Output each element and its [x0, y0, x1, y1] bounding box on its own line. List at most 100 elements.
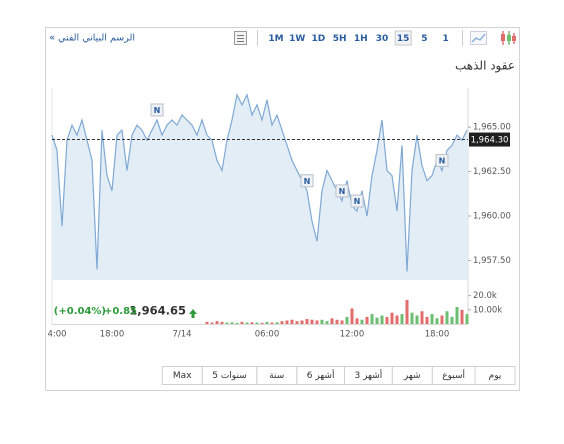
volume-bar	[365, 316, 369, 324]
chart-title: عقود الذهب	[455, 59, 515, 74]
volume-bar	[395, 315, 399, 324]
volume-bar	[295, 321, 299, 324]
volume-bar	[320, 319, 324, 324]
volume-bar	[245, 322, 249, 324]
volume-bar	[305, 319, 309, 324]
range-button-label[interactable]: سنة	[269, 371, 284, 381]
volume-bar	[300, 320, 304, 324]
news-marker-label: N	[154, 106, 161, 115]
news-marker-label: N	[439, 156, 446, 165]
range-button[interactable]: سنة	[256, 366, 298, 385]
volume-bar	[350, 308, 354, 324]
volume-bar	[315, 320, 319, 324]
x-tick-label: 7/14	[172, 330, 191, 340]
volume-bar	[335, 319, 339, 324]
volume-bar	[445, 311, 449, 324]
interval-button[interactable]: 1W	[289, 34, 305, 44]
volume-bar	[390, 312, 394, 324]
interval-button[interactable]: 5	[421, 34, 427, 44]
y-tick-label: 1,965.00	[473, 123, 511, 133]
quote-change: +0.85	[104, 306, 137, 317]
volume-bar	[210, 322, 214, 324]
volume-bar	[220, 321, 224, 324]
news-marker[interactable]	[300, 174, 314, 188]
news-marker-label: N	[304, 177, 311, 186]
quote-price: 1,964.65	[129, 304, 186, 318]
volume-bar	[235, 322, 239, 324]
volume-bar	[265, 321, 269, 324]
news-marker[interactable]	[435, 153, 449, 167]
range-button[interactable]: 3 أشهر	[343, 366, 393, 385]
range-button-label[interactable]: Max	[173, 371, 192, 381]
interval-button[interactable]: 5H	[333, 34, 347, 44]
volume-bar	[370, 314, 374, 324]
volume-bar	[430, 314, 434, 324]
interval-button[interactable]: 1D	[312, 34, 326, 44]
volume-bar	[355, 318, 359, 324]
up-arrow	[189, 309, 197, 318]
volume-bar	[440, 315, 444, 324]
volume-bar	[290, 319, 294, 324]
volume-bar	[205, 321, 209, 324]
x-tick-label: 18:00	[425, 330, 450, 340]
volume-bar	[325, 321, 329, 324]
interval-button[interactable]: 15	[397, 34, 410, 44]
technical-chart-link[interactable]: الرسم البياني الفني »	[49, 33, 135, 44]
price-area	[52, 94, 467, 280]
range-button-box	[161, 366, 203, 385]
range-button-label[interactable]: يوم	[489, 371, 502, 381]
volume-bar	[230, 322, 234, 324]
volume-bar	[385, 316, 389, 324]
news-marker[interactable]	[335, 184, 349, 198]
volume-bar	[285, 320, 289, 324]
selected-interval-box	[394, 30, 412, 46]
range-button-label[interactable]: 6 أشهر	[307, 369, 335, 381]
volume-bar	[280, 321, 284, 324]
range-button[interactable]: يوم	[474, 366, 516, 385]
volume-bar	[340, 320, 344, 324]
price-line	[51, 92, 468, 272]
news-marker[interactable]	[350, 194, 364, 208]
interval-button[interactable]: 1M	[268, 34, 283, 44]
quote-change-percent: (+0.04%)	[54, 306, 106, 317]
x-tick-label: 4:00	[47, 330, 66, 340]
volume-bar	[225, 322, 229, 324]
range-button[interactable]: شهر	[391, 366, 433, 385]
volume-bar	[460, 309, 464, 324]
interval-button[interactable]: 30	[376, 34, 389, 44]
news-marker[interactable]	[150, 103, 164, 117]
volume-bar	[455, 307, 459, 324]
volume-bar	[450, 316, 454, 324]
range-button-label[interactable]: 5 سنوات	[212, 371, 246, 381]
range-button[interactable]: 5 سنوات	[201, 366, 258, 385]
volume-bar	[425, 316, 429, 324]
y-tick-label: 1,960.00	[473, 212, 511, 222]
volume-bar	[215, 321, 219, 324]
volume-bar	[255, 322, 259, 324]
interval-button[interactable]: 1	[442, 34, 448, 44]
range-button[interactable]: 6 أشهر	[296, 366, 345, 385]
settings-icon[interactable]	[234, 31, 247, 45]
volume-bar	[330, 318, 334, 324]
y-tick-label: 1,957.50	[473, 256, 511, 266]
range-button[interactable]: Max	[161, 366, 203, 385]
range-button-label[interactable]: أسبوع	[442, 369, 465, 381]
volume-tick-label: 20.0k	[473, 291, 497, 301]
range-button[interactable]: أسبوع	[431, 366, 476, 385]
candlestick-icon[interactable]	[501, 31, 516, 45]
x-tick-label: 06:00	[255, 330, 280, 340]
interval-button[interactable]: 1H	[354, 34, 368, 44]
range-button-label[interactable]: 3 أشهر	[354, 369, 382, 381]
volume-bar	[400, 314, 404, 324]
volume-bar	[420, 311, 424, 324]
range-button-label[interactable]: شهر	[403, 371, 421, 381]
last-price-label: 1,964.30	[471, 136, 509, 146]
x-tick-label: 18:00	[100, 330, 125, 340]
volume-bar	[410, 312, 414, 324]
volume-bar	[310, 319, 314, 324]
volume-bar	[435, 318, 439, 324]
volume-bar	[250, 322, 254, 324]
line-chart-icon[interactable]	[470, 31, 487, 45]
